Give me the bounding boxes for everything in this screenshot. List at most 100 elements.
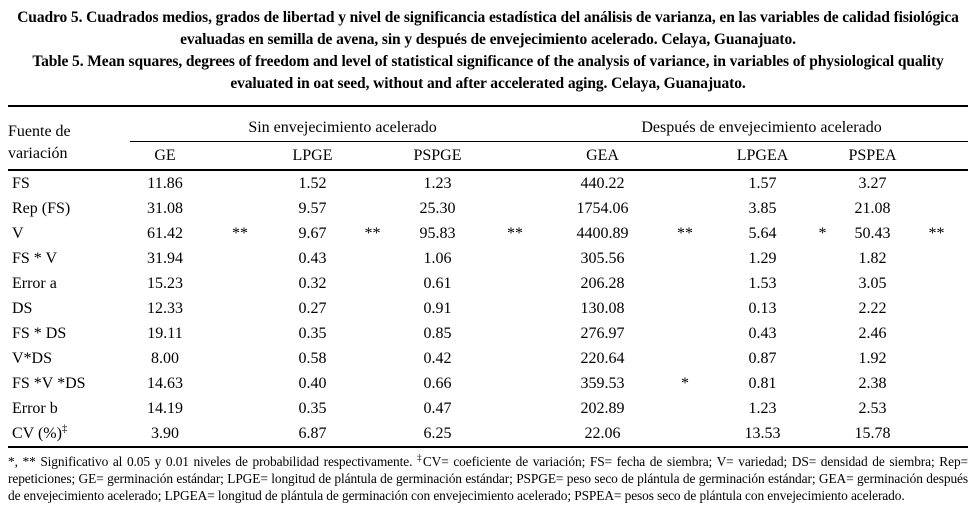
- value-cell-ge: 61.42: [147, 224, 183, 242]
- anova-table: Fuente de variación Sin envejecimiento a…: [8, 105, 969, 448]
- value-cell-lpgea: 0.81: [748, 374, 777, 392]
- value-cell-pspge: 0.47: [423, 399, 452, 417]
- value-cell-lpge: 0.43: [298, 249, 327, 267]
- value-cell-pspea: 2.46: [858, 324, 887, 342]
- row-label: V: [12, 224, 24, 242]
- value-cell-pspea: 1.82: [858, 249, 887, 267]
- value-cell-lpge: 0.32: [298, 274, 327, 292]
- significance-cell-ge: [200, 371, 280, 396]
- significance-cell-pspge: [475, 246, 555, 271]
- table-row: FS *V *DS 14.63 0.40 0.66 359.53 * 0.81 2.38: [8, 371, 968, 396]
- significance-cell-ge: [200, 246, 280, 271]
- significance-cell-gea: [650, 246, 720, 271]
- value-cell-pspea: 1.92: [858, 349, 887, 367]
- significance-cell-pspea: **: [928, 224, 945, 242]
- dagger-mark: ‡: [61, 422, 68, 435]
- value-cell-pspea: 3.27: [858, 174, 887, 192]
- significance-cell-pspea: [905, 271, 968, 296]
- significance-cell-ge: [200, 196, 280, 221]
- significance-cell-pspea: [905, 170, 968, 196]
- group-header-row: Fuente de variación Sin envejecimiento a…: [8, 105, 969, 171]
- value-cell-lpgea: 0.13: [748, 299, 777, 317]
- row-label: FS * DS: [12, 324, 67, 342]
- significance-cell-ge: [200, 321, 280, 346]
- significance-cell-lpge: [345, 421, 400, 448]
- value-cell-lpgea: 0.43: [748, 324, 777, 342]
- significance-cell-gea: [650, 271, 720, 296]
- value-cell-ge: 12.33: [147, 299, 183, 317]
- significance-cell-gea: *: [681, 374, 690, 392]
- value-cell-pspge: 1.06: [423, 249, 452, 267]
- significance-cell-ge: [200, 421, 280, 448]
- value-cell-ge: 31.94: [147, 249, 183, 267]
- significance-cell-pspea: [905, 346, 968, 371]
- table-row: Error a 15.23 0.32 0.61 206.28 1.53 3.05: [8, 271, 968, 296]
- significance-cell-lpgea: [805, 296, 840, 321]
- significance-cell-lpge: [345, 271, 400, 296]
- row-label: CV (%)‡: [8, 421, 130, 448]
- significance-cell-pspge: [475, 196, 555, 221]
- group-header-without-aging: Sin envejecimiento acelerado: [130, 105, 556, 142]
- row-label: V*DS: [12, 349, 53, 367]
- significance-cell-lpgea: *: [818, 224, 827, 242]
- significance-cell-lpgea: [805, 321, 840, 346]
- significance-cell-ge: [200, 396, 280, 421]
- column-header-pspge: PSPGE: [400, 141, 475, 171]
- value-cell-gea: 305.56: [580, 249, 625, 267]
- value-cell-pspge: 0.66: [423, 374, 452, 392]
- value-cell-pspge: 0.91: [423, 299, 452, 317]
- value-cell-gea: 440.22: [580, 174, 625, 192]
- footnote: *, ** Significativo al 0.05 y 0.01 nivel…: [8, 453, 968, 504]
- significance-cell-lpgea: [805, 196, 840, 221]
- table-row: FS * DS 19.11 0.35 0.85 276.97 0.43 2.46: [8, 321, 968, 346]
- value-cell-pspge: 95.83: [419, 224, 456, 242]
- significance-cell-ge: **: [232, 224, 248, 242]
- value-cell-pspea: 2.22: [858, 299, 887, 317]
- subheader-spacer: [650, 141, 721, 171]
- value-cell-gea: 22.06: [555, 421, 651, 448]
- significance-cell-gea: [650, 421, 721, 448]
- value-cell-pspea: 2.38: [858, 374, 887, 392]
- significance-cell-ge: [200, 170, 280, 196]
- significance-cell-pspge: [475, 170, 555, 196]
- significance-cell-gea: [650, 296, 720, 321]
- value-cell-gea: 1754.06: [576, 199, 629, 217]
- table-row: FS * V 31.94 0.43 1.06 305.56 1.29 1.82: [8, 246, 968, 271]
- significance-cell-pspge: [475, 346, 555, 371]
- column-header-pspea: PSPEA: [840, 141, 906, 171]
- value-cell-lpgea: 1.29: [748, 249, 777, 267]
- column-header-source-of-variation: Fuente de variación: [8, 105, 130, 171]
- significance-cell-gea: [650, 321, 720, 346]
- significance-cell-gea: [650, 346, 720, 371]
- column-header-lpgea: LPGEA: [720, 141, 806, 171]
- significance-cell-lpge: [345, 170, 400, 196]
- table-figure: Cuadro 5. Cuadrados medios, grados de li…: [8, 9, 969, 504]
- value-cell-lpgea: 1.53: [748, 274, 777, 292]
- table-row: Error b 14.19 0.35 0.47 202.89 1.23 2.53: [8, 396, 968, 421]
- subheader-spacer: [905, 141, 969, 171]
- value-cell-pspea: 15.78: [840, 421, 906, 448]
- significance-cell-lpge: [345, 396, 400, 421]
- significance-cell-lpge: [345, 346, 400, 371]
- value-cell-gea: 220.64: [580, 349, 625, 367]
- value-cell-lpge: 0.58: [298, 349, 327, 367]
- significance-cell-pspea: [905, 421, 969, 448]
- footnote-significance: *, ** Significativo al 0.05 y 0.01 nivel…: [8, 454, 417, 469]
- table-row: V*DS 8.00 0.58 0.42 220.64 0.87 1.92: [8, 346, 968, 371]
- value-cell-pspge: 0.85: [423, 324, 452, 342]
- value-cell-ge: 15.23: [147, 274, 183, 292]
- significance-cell-pspge: [475, 296, 555, 321]
- row-label: FS: [12, 174, 30, 192]
- significance-cell-lpgea: [805, 346, 840, 371]
- significance-cell-pspge: [475, 321, 555, 346]
- row-label: FS * V: [12, 249, 58, 267]
- significance-cell-pspea: [905, 246, 968, 271]
- significance-cell-gea: **: [677, 224, 694, 242]
- significance-cell-pspge: [475, 271, 555, 296]
- value-cell-lpge: 0.40: [298, 374, 327, 392]
- significance-cell-pspea: [905, 296, 968, 321]
- significance-cell-lpgea: [805, 271, 840, 296]
- significance-cell-lpge: **: [364, 224, 381, 242]
- value-cell-pspge: 0.61: [423, 274, 452, 292]
- subheader-spacer: [200, 141, 280, 171]
